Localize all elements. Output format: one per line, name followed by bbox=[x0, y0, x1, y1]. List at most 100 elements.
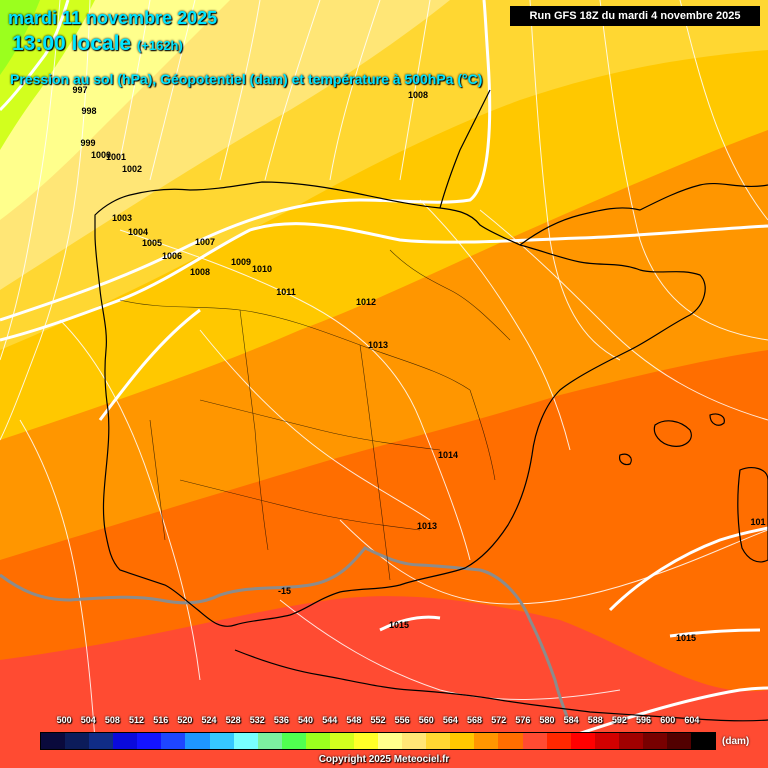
legend-tick: 560 bbox=[418, 715, 434, 725]
legend-tick: 536 bbox=[273, 715, 289, 725]
legend-tick: 528 bbox=[225, 715, 241, 725]
legend-swatch bbox=[257, 733, 282, 749]
forecast-date: mardi 11 novembre 2025 bbox=[8, 8, 218, 28]
legend-tick: 504 bbox=[80, 715, 96, 725]
legend-tick: 556 bbox=[394, 715, 410, 725]
legend-tick: 540 bbox=[298, 715, 314, 725]
legend-swatch bbox=[667, 733, 692, 749]
pressure-label: 997 bbox=[72, 85, 87, 95]
isotherm-label: -15 bbox=[278, 586, 291, 596]
legend-swatch bbox=[113, 733, 138, 749]
legend-tick: 588 bbox=[587, 715, 603, 725]
forecast-time: 13:00 locale (+162h) bbox=[12, 32, 183, 56]
map-subtitle: Pression au sol (hPa), Géopotentiel (dam… bbox=[10, 71, 483, 87]
sardinia bbox=[737, 467, 768, 563]
legend-tick: 520 bbox=[177, 715, 193, 725]
legend-swatch bbox=[329, 733, 355, 749]
legend-bar bbox=[40, 732, 716, 750]
legend-tick: 508 bbox=[104, 715, 120, 725]
pressure-label: 1013 bbox=[368, 340, 388, 350]
legend-swatch bbox=[378, 733, 403, 749]
legend-tick: 552 bbox=[370, 715, 386, 725]
run-info: Run GFS 18Z du mardi 4 novembre 2025 bbox=[510, 6, 760, 26]
legend-swatch bbox=[450, 733, 475, 749]
pressure-label: 1011 bbox=[276, 287, 296, 297]
legend-tick: 516 bbox=[153, 715, 169, 725]
legend-swatch bbox=[305, 733, 330, 749]
balearic-islands bbox=[619, 413, 725, 466]
legend-swatch bbox=[89, 733, 114, 749]
legend-ticks: 500 504 508 512 516 520 524 528 532 536 540 544 548 5… bbox=[40, 715, 716, 727]
legend-swatch bbox=[618, 733, 643, 749]
legend-unit: (dam) bbox=[722, 736, 750, 747]
geopotential-contours bbox=[0, 0, 768, 742]
pressure-label: 1012 bbox=[356, 297, 376, 307]
legend-swatch bbox=[498, 733, 523, 749]
legend-tick: 596 bbox=[636, 715, 652, 725]
legend-swatch bbox=[426, 733, 451, 749]
legend-swatch bbox=[570, 733, 595, 749]
coastline-africa bbox=[234, 649, 768, 722]
legend-tick: 576 bbox=[515, 715, 531, 725]
pressure-label: 1015 bbox=[389, 620, 409, 630]
legend-swatch bbox=[402, 733, 427, 749]
pressure-label: 1000 bbox=[91, 150, 111, 160]
color-legend: 500 504 508 512 516 520 524 528 532 536 540 544 548 5… bbox=[0, 712, 768, 768]
pressure-label: 1010 bbox=[252, 264, 272, 274]
legend-swatch bbox=[691, 733, 716, 749]
region-borders bbox=[119, 249, 511, 581]
pressure-label: 1006 bbox=[162, 251, 182, 261]
legend-tick: 568 bbox=[467, 715, 483, 725]
pressure-label: 999 bbox=[80, 138, 95, 148]
pressure-label: 1007 bbox=[195, 237, 215, 247]
legend-swatch bbox=[161, 733, 186, 749]
legend-tick: 572 bbox=[491, 715, 507, 725]
legend-swatch bbox=[594, 733, 619, 749]
legend-tick: 544 bbox=[322, 715, 338, 725]
legend-swatch bbox=[354, 733, 379, 749]
legend-swatch bbox=[41, 733, 66, 749]
legend-swatch bbox=[209, 733, 234, 749]
pressure-label: 1014 bbox=[438, 450, 458, 460]
legend-swatch bbox=[281, 733, 306, 749]
pressure-label: 1003 bbox=[112, 213, 132, 223]
pressure-label: 1001 bbox=[106, 152, 126, 162]
pressure-label: 1013 bbox=[417, 521, 437, 531]
legend-swatch bbox=[233, 733, 258, 749]
legend-swatch bbox=[522, 733, 547, 749]
legend-tick: 584 bbox=[563, 715, 579, 725]
legend-swatch bbox=[642, 733, 668, 749]
coastline-iberia bbox=[94, 181, 706, 627]
isobar-lines bbox=[0, 0, 768, 741]
pressure-label: 1008 bbox=[408, 90, 428, 100]
legend-tick: 524 bbox=[201, 715, 217, 725]
legend-tick: 604 bbox=[684, 715, 700, 725]
legend-tick: 512 bbox=[129, 715, 145, 725]
legend-swatch bbox=[65, 733, 90, 749]
legend-tick: 580 bbox=[539, 715, 555, 725]
pressure-label: 1002 bbox=[122, 164, 142, 174]
pressure-label: 1008 bbox=[190, 267, 210, 277]
pressure-label: 1009 bbox=[231, 257, 251, 267]
legend-tick: 592 bbox=[611, 715, 627, 725]
legend-tick: 532 bbox=[249, 715, 265, 725]
pressure-label: 1004 bbox=[128, 227, 148, 237]
isotherm-line bbox=[0, 546, 570, 721]
pressure-label: 1005 bbox=[142, 238, 162, 248]
legend-swatch bbox=[474, 733, 499, 749]
legend-swatch bbox=[185, 733, 210, 749]
legend-tick: 564 bbox=[442, 715, 458, 725]
pressure-label: 1015 bbox=[676, 633, 696, 643]
legend-tick: 600 bbox=[660, 715, 676, 725]
forecast-hours: (+162h) bbox=[136, 38, 183, 53]
pressure-label: 101 bbox=[750, 517, 765, 527]
forecast-time-label: 13:00 locale bbox=[12, 32, 132, 55]
legend-tick: 500 bbox=[56, 715, 72, 725]
copyright: Copyright 2025 Meteociel.fr bbox=[318, 754, 450, 765]
legend-swatch bbox=[137, 733, 162, 749]
coastline-france bbox=[439, 89, 768, 246]
